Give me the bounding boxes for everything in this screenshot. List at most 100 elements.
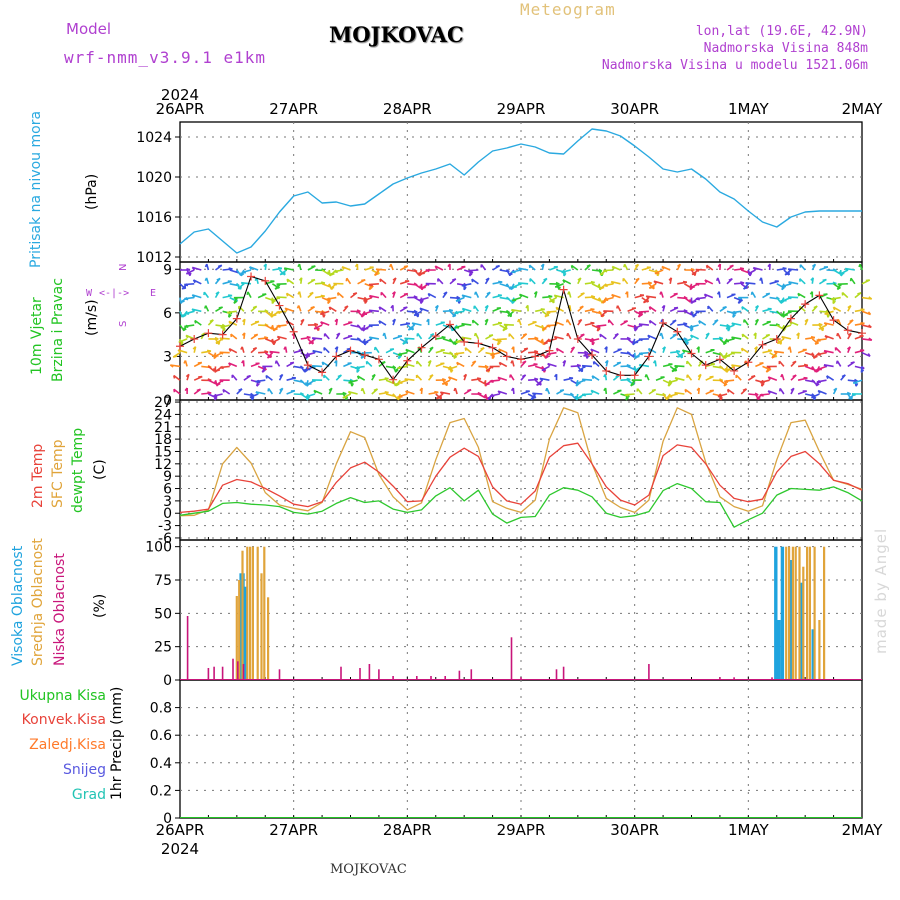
y-tick-label: 0 xyxy=(163,673,172,689)
wind-barb-head xyxy=(722,306,727,309)
wind-barb-head xyxy=(567,291,570,295)
precip-snow-label: Snijeg xyxy=(62,762,106,778)
wind-barb-head xyxy=(555,306,559,311)
wind-gust-marker xyxy=(502,352,511,361)
wind-barb-head xyxy=(624,394,629,397)
wind-barb xyxy=(472,319,479,326)
mid-cloud-bar xyxy=(241,550,244,680)
wind-barb-head xyxy=(226,311,232,315)
wind-barb-head xyxy=(517,282,522,286)
wind-barb-head xyxy=(755,318,759,323)
wind-barb-head xyxy=(755,304,759,309)
wind-barb-head xyxy=(568,376,574,379)
wind-barb-head xyxy=(426,318,430,323)
wind-barb-head xyxy=(352,292,358,295)
wind-barb xyxy=(437,278,444,285)
wind-barb-head xyxy=(484,364,489,368)
wind-barb-head xyxy=(361,279,366,282)
wind-barb-head xyxy=(429,332,435,337)
wind-barb-head xyxy=(461,307,466,312)
wind-barb-head xyxy=(368,324,373,328)
wind-barb-head xyxy=(540,308,545,311)
wind-barb-head xyxy=(306,396,310,401)
lonlat-label: lon,lat (19.6E, 42.9N) xyxy=(695,24,868,39)
y-tick-label: -3 xyxy=(158,519,172,535)
y-tick-label: 18 xyxy=(154,432,172,448)
wind-barb-head xyxy=(421,286,426,289)
y-tick-label: 0.4 xyxy=(150,756,172,772)
wind-barb xyxy=(341,266,351,271)
wind-barb-head xyxy=(311,265,316,268)
mid-cloud-bar xyxy=(802,566,805,680)
wind-barb xyxy=(419,307,429,313)
y-tick-label: 9 xyxy=(163,469,172,485)
wind-barb xyxy=(741,306,749,312)
wind-barb xyxy=(456,361,465,368)
wind-barb-head xyxy=(837,283,842,287)
wind-barb xyxy=(648,347,657,354)
wind-barb-head xyxy=(683,309,688,313)
wind-barb-head xyxy=(703,293,707,298)
wind-barb-head xyxy=(553,294,558,299)
mid-cloud-bar xyxy=(263,546,266,680)
wind-barb-head xyxy=(230,333,233,338)
wind-barb-head xyxy=(616,361,621,364)
wind-barb-head xyxy=(508,272,513,277)
wind-barb-head xyxy=(823,350,828,354)
wind-barb xyxy=(661,265,671,271)
wind-barb-head xyxy=(511,346,515,350)
wind-barb-head xyxy=(714,319,719,323)
wind-barb-head xyxy=(848,396,853,400)
wind-gust-marker xyxy=(190,334,199,343)
model-value: wrf-nmm_v3.9.1 e1km xyxy=(64,48,267,67)
wind-gust-marker xyxy=(176,342,184,351)
wind-barb-head xyxy=(279,387,284,391)
wind-barb-head xyxy=(796,332,800,336)
wind-barb-head xyxy=(683,322,688,325)
wind-barb-head xyxy=(404,378,409,382)
wind-barb xyxy=(462,307,472,313)
wind-barb-head xyxy=(855,383,859,387)
wind-barb-head xyxy=(480,347,485,350)
wind-gust-marker xyxy=(445,320,454,329)
wind-barb-head xyxy=(731,364,735,368)
wind-barb xyxy=(834,346,842,354)
wind-barb-head xyxy=(705,332,710,336)
wind-barb xyxy=(193,279,202,285)
wind-barb-head xyxy=(709,375,714,378)
wind-barb-head xyxy=(477,391,482,395)
wind-gust-marker xyxy=(389,375,398,384)
wind-barb xyxy=(570,393,577,400)
wind-barb-head xyxy=(626,377,631,381)
wind-barb-head xyxy=(788,281,792,285)
precip-conv-label: Konvek.Kisa xyxy=(21,712,106,728)
wind-barb xyxy=(173,388,181,395)
wind-barb-head xyxy=(502,328,507,332)
wind-barb-head xyxy=(330,272,335,276)
wind-barb-head xyxy=(361,314,365,318)
y-tick-label: 3 xyxy=(163,494,172,510)
wind-barb-head xyxy=(781,336,785,340)
wind-gust-marker xyxy=(431,332,440,341)
wind-barb-head xyxy=(252,346,257,350)
wind-barb-head xyxy=(525,304,529,309)
x-tick-label-top: 2MAY xyxy=(842,100,884,118)
wind-barb-head xyxy=(464,347,467,351)
wind-barb xyxy=(478,393,487,399)
wind-barb-head xyxy=(354,263,359,268)
wind-barb-head xyxy=(447,376,452,381)
wind-barb-head xyxy=(392,318,396,323)
wind-barb-head xyxy=(228,362,232,367)
wind-barb-head xyxy=(312,350,316,354)
wind-barb-head xyxy=(468,269,473,273)
high-cloud-bar xyxy=(811,629,815,680)
wind-barb-head xyxy=(495,264,500,268)
wind-gust-marker xyxy=(332,352,341,361)
wind-barb-head xyxy=(429,374,434,378)
wind-barb-head xyxy=(626,364,631,367)
wind-barb-head xyxy=(534,377,539,381)
wind-barb-head xyxy=(581,393,587,397)
wind-barb-head xyxy=(347,391,352,395)
wind-barb-head xyxy=(285,320,289,325)
wind-barb-head xyxy=(624,291,629,295)
